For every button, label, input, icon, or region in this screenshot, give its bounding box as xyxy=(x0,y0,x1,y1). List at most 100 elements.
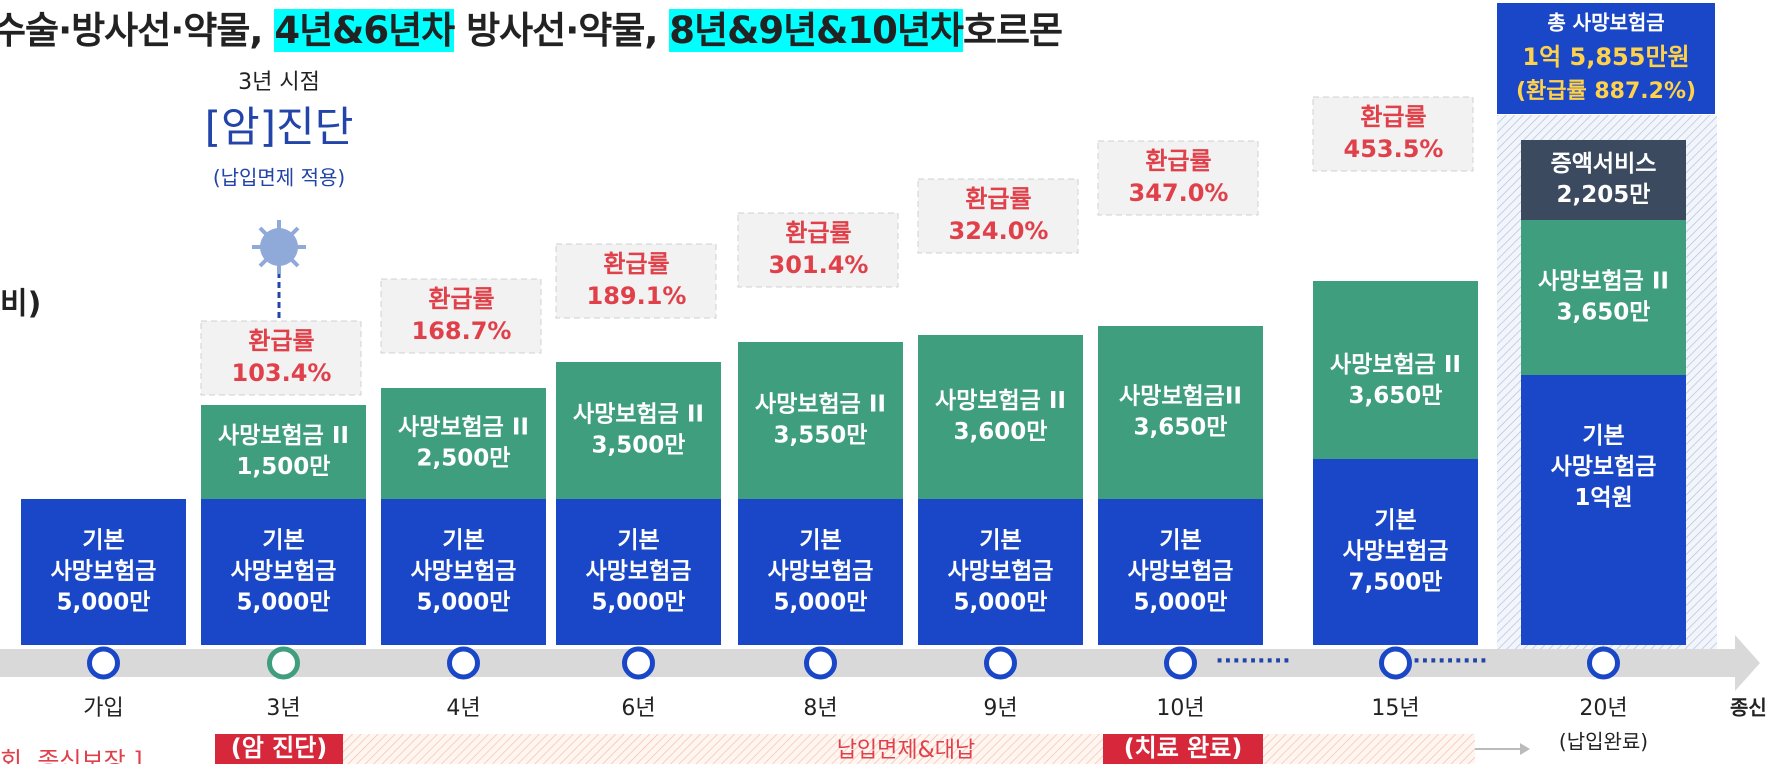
waiver: 납입면제&대납 xyxy=(837,738,976,763)
base-text: 사망보험금 xyxy=(586,559,692,585)
timeline-dot xyxy=(270,649,298,677)
base-text: 기본 xyxy=(979,527,1021,553)
extra-text: 3,550만 xyxy=(774,423,868,449)
time-label: 3년 xyxy=(266,696,300,721)
rate-text: 환급률 xyxy=(1360,103,1426,131)
base-text: 기본 xyxy=(617,527,659,553)
timeline-dot xyxy=(987,649,1015,677)
extra-bar xyxy=(1098,326,1263,499)
infographic: ········· ········· 비) 회, 종신보장 ] 3년 시점 [… xyxy=(0,0,1767,764)
time-label: 15년 xyxy=(1371,696,1419,721)
virus-icon xyxy=(252,220,306,318)
extra-bar xyxy=(1521,220,1686,375)
extra-text: 사망보험금 II xyxy=(935,388,1066,414)
timeline-dot xyxy=(1167,649,1195,677)
extra-text: 3,650만 xyxy=(1134,415,1228,441)
base-text: 5,000만 xyxy=(1134,590,1228,616)
bonus-text: 증액서비스 xyxy=(1551,151,1657,177)
base-text: 사망보험금 xyxy=(768,559,874,585)
base-text: 사망보험금 xyxy=(51,559,157,585)
base-text: 7,500만 xyxy=(1349,570,1443,596)
time-label: 9년 xyxy=(983,696,1017,721)
base-text: 사망보험금 xyxy=(948,559,1054,585)
extra-text: 사망보험금 II xyxy=(1538,268,1669,294)
extra-text: 사망보험금II xyxy=(1119,383,1242,409)
extra-text: 3,600만 xyxy=(954,419,1048,445)
base-text: 기본 xyxy=(442,527,484,553)
event-when: 3년 시점 xyxy=(238,70,320,95)
base-text: 5,000만 xyxy=(57,590,151,616)
base-text: 사망보험금 xyxy=(411,559,517,585)
extra-text: 3,650만 xyxy=(1349,383,1443,409)
rate-text: 환급률 xyxy=(785,219,851,247)
extra-bar xyxy=(201,405,366,499)
rate-text: 환급률 xyxy=(603,250,669,278)
base-text: 기본 xyxy=(799,527,841,553)
extra-text: 3,650만 xyxy=(1557,300,1651,326)
timeline-dot xyxy=(450,649,478,677)
time-label: 20년 xyxy=(1579,696,1627,721)
base-text: 사망보험금 xyxy=(1343,539,1449,565)
base-text: 사망보험금 xyxy=(1128,559,1234,585)
extra-text: 사망보험금 II xyxy=(398,414,529,440)
base-text: 기본 xyxy=(262,527,304,553)
timeline-dot xyxy=(1590,649,1618,677)
rate-text: 환급률 xyxy=(965,185,1031,213)
base-text: 기본 xyxy=(82,527,124,553)
timeline-dot xyxy=(90,649,118,677)
rate-text: 301.4% xyxy=(769,251,869,279)
base-text: 5,000만 xyxy=(774,590,868,616)
timeline-arrow xyxy=(1735,635,1760,691)
rate-text: 환급률 xyxy=(1145,147,1211,175)
time-sublabel: (납입완료) xyxy=(1559,730,1648,754)
rate-text: 환급률 xyxy=(428,285,494,313)
base-text: 1억원 xyxy=(1574,485,1632,511)
extra-bar xyxy=(918,335,1083,499)
rate-text: 324.0% xyxy=(949,217,1049,245)
timeline-end: 종신 xyxy=(1730,696,1767,720)
extra-text: 사망보험금 II xyxy=(218,423,349,449)
time-label: 4년 xyxy=(446,696,480,721)
extra-bar xyxy=(738,342,903,499)
dots: ········· xyxy=(1215,649,1290,674)
timeline-dot xyxy=(1382,649,1410,677)
event-note: (납입면제 적용) xyxy=(213,166,345,190)
bonus-text: 2,205만 xyxy=(1557,182,1651,208)
done: (치료 완료) xyxy=(1124,734,1243,762)
title-part: 4년&6년차 xyxy=(274,9,454,52)
rate-text: 189.1% xyxy=(587,282,687,310)
extra-text: 1,500만 xyxy=(237,454,331,480)
arrow-head xyxy=(1520,743,1530,755)
time-label: 10년 xyxy=(1156,696,1204,721)
title-part: 호르몬 xyxy=(963,9,1062,52)
rate-text: 453.5% xyxy=(1344,135,1444,163)
time-label: 가입 xyxy=(83,696,123,721)
time-label: 8년 xyxy=(803,696,837,721)
event-title: [암]진단 xyxy=(205,103,354,152)
base-text: 사망보험금 xyxy=(1551,454,1657,480)
total-rate: (환급률 887.2%) xyxy=(1516,79,1696,104)
base-text: 기본 xyxy=(1582,423,1624,449)
timeline-dot xyxy=(625,649,653,677)
title-part: 8년&9년&10년차 xyxy=(669,9,963,52)
title-part: 방사선·약물, xyxy=(454,9,669,52)
base-text: 5,000만 xyxy=(417,590,511,616)
diagnosis: (암 진단) xyxy=(231,734,328,762)
base-text: 5,000만 xyxy=(954,590,1048,616)
time-label: 6년 xyxy=(621,696,655,721)
extra-bar xyxy=(381,388,546,499)
extra-text: 사망보험금 II xyxy=(1330,352,1461,378)
base-text: 5,000만 xyxy=(237,590,331,616)
total-amount: 1억 5,855만원 xyxy=(1522,43,1689,71)
extra-text: 사망보험금 II xyxy=(573,401,704,427)
extra-text: 3,500만 xyxy=(592,433,686,459)
extra-text: 2,500만 xyxy=(417,446,511,472)
base-text: 5,000만 xyxy=(592,590,686,616)
extra-text: 사망보험금 II xyxy=(755,391,886,417)
left-note: 비) xyxy=(0,287,41,322)
title: 수술·방사선·약물, 4년&6년차 방사선·약물, 8년&9년&10년차호르몬 xyxy=(0,0,1062,54)
rate-text: 168.7% xyxy=(412,317,512,345)
base-text: 기본 xyxy=(1159,527,1201,553)
timeline-dot xyxy=(807,649,835,677)
bottom-note: 회, 종신보장 ] xyxy=(0,747,143,764)
